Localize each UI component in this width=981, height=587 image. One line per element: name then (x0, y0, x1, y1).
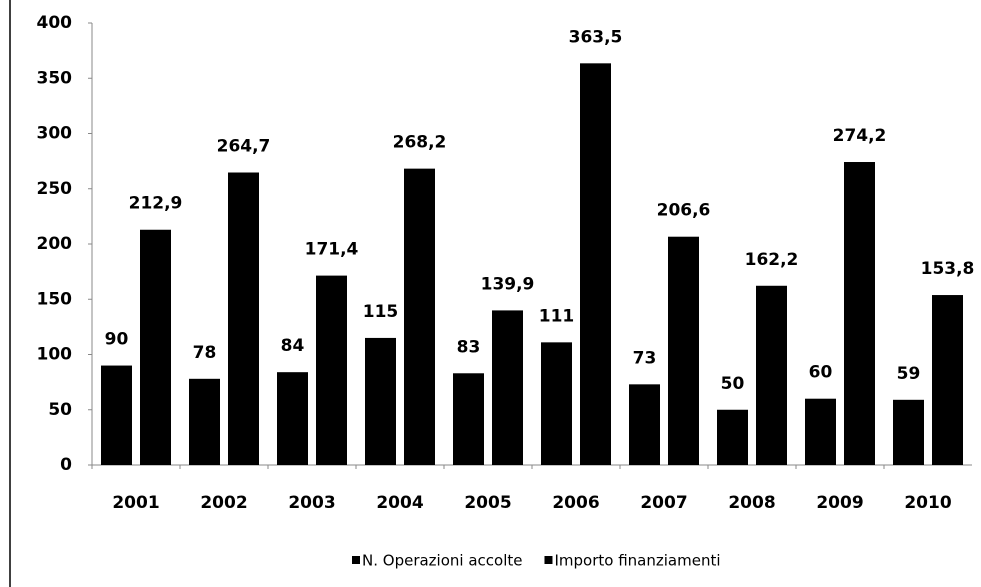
y-tick-label: 100 (37, 345, 73, 365)
x-tick-label: 2008 (728, 493, 775, 513)
bar (453, 373, 484, 465)
bar (717, 409, 748, 465)
bar (101, 365, 132, 465)
bar (844, 162, 875, 465)
bar (805, 398, 836, 465)
x-tick-label: 2007 (640, 493, 687, 513)
bar (228, 172, 259, 465)
data-label: 268,2 (393, 133, 447, 153)
data-label: 212,9 (129, 194, 183, 214)
bar (140, 229, 171, 465)
x-tick-label: 2002 (200, 493, 247, 513)
data-label: 171,4 (305, 240, 359, 260)
bar (668, 236, 699, 465)
bar (277, 372, 308, 465)
data-label: 111 (539, 306, 575, 326)
data-label: 73 (633, 348, 657, 368)
y-tick-label: 400 (37, 13, 73, 33)
data-label: 115 (363, 302, 399, 322)
y-tick-label: 200 (37, 234, 73, 254)
bar (932, 295, 963, 465)
data-label: 50 (721, 374, 745, 394)
y-tick-label: 350 (37, 68, 73, 88)
x-tick-label: 2010 (904, 493, 951, 513)
data-label: 139,9 (481, 274, 535, 294)
y-tick-label: 0 (60, 455, 72, 475)
bar (365, 337, 396, 465)
data-label: 90 (105, 330, 129, 350)
bar (580, 63, 611, 466)
x-tick-label: 2004 (376, 493, 423, 513)
data-label: 162,2 (745, 250, 799, 270)
y-tick-label: 50 (48, 400, 72, 420)
data-label: 83 (457, 337, 481, 357)
data-label: 78 (193, 343, 217, 363)
data-label: 59 (897, 364, 921, 384)
bar (316, 275, 347, 465)
data-label: 60 (809, 363, 833, 383)
y-tick-label: 300 (37, 124, 73, 144)
legend-label: Importo finanziamenti (554, 552, 720, 570)
bar (404, 168, 435, 465)
legend-label: N. Operazioni accolte (362, 552, 522, 570)
x-tick-label: 2001 (112, 493, 159, 513)
bar (756, 285, 787, 465)
bar (189, 378, 220, 465)
data-label: 363,5 (569, 27, 623, 47)
y-tick-label: 150 (37, 289, 73, 309)
bar (492, 310, 523, 465)
data-label: 206,6 (657, 201, 711, 221)
bar (629, 384, 660, 465)
x-tick-label: 2009 (816, 493, 863, 513)
x-tick-label: 2005 (464, 493, 511, 513)
data-label: 153,8 (921, 259, 975, 279)
data-label: 274,2 (833, 126, 887, 146)
x-tick-label: 2003 (288, 493, 335, 513)
data-label: 84 (281, 336, 305, 356)
x-tick-label: 2006 (552, 493, 599, 513)
bar (893, 399, 924, 465)
legend-swatch (352, 556, 360, 564)
data-label: 264,7 (217, 137, 271, 157)
legend-swatch (544, 556, 553, 564)
bar (541, 342, 572, 465)
y-tick-label: 250 (37, 179, 73, 199)
